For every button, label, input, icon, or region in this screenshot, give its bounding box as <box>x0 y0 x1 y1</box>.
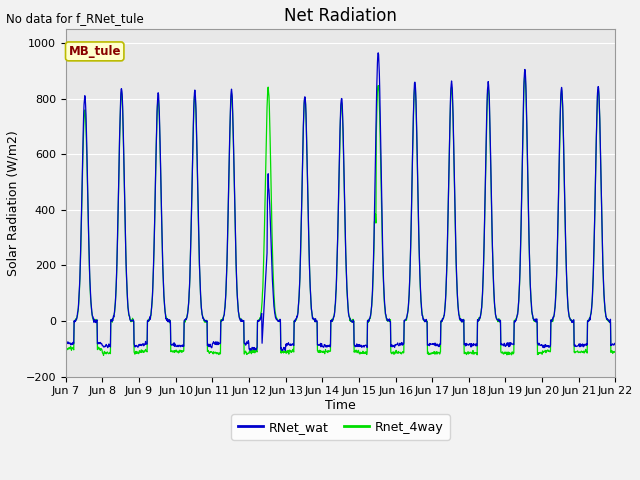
RNet_wat <box>427 341 435 347</box>
Y-axis label: Solar Radiation (W/m2): Solar Radiation (W/m2) <box>7 130 20 276</box>
Rnet_4way <box>184 303 192 309</box>
Rnet_4way <box>547 319 555 324</box>
RNet_wat <box>62 340 70 346</box>
Title: Net Radiation: Net Radiation <box>284 7 397 25</box>
X-axis label: Time: Time <box>325 399 356 412</box>
Legend: RNet_wat, Rnet_4way: RNet_wat, Rnet_4way <box>231 414 450 440</box>
RNet_wat <box>499 342 506 348</box>
Rnet_4way <box>521 73 529 79</box>
Rnet_4way <box>612 349 620 355</box>
RNet_wat <box>547 317 555 323</box>
RNet_wat <box>184 308 192 314</box>
RNet_wat <box>282 348 289 354</box>
RNet_wat <box>246 347 253 352</box>
Rnet_4way <box>246 349 253 355</box>
Rnet_4way <box>100 352 108 358</box>
RNet_wat <box>171 343 179 349</box>
RNet_wat <box>612 341 620 347</box>
Line: RNet_wat: RNet_wat <box>66 53 616 351</box>
Rnet_4way <box>426 350 434 356</box>
Rnet_4way <box>62 346 70 351</box>
Rnet_4way <box>171 349 179 355</box>
Rnet_4way <box>498 350 506 356</box>
RNet_wat <box>374 50 382 56</box>
Text: No data for f_RNet_tule: No data for f_RNet_tule <box>6 12 144 25</box>
Line: Rnet_4way: Rnet_4way <box>66 76 616 355</box>
Text: MB_tule: MB_tule <box>68 45 121 58</box>
